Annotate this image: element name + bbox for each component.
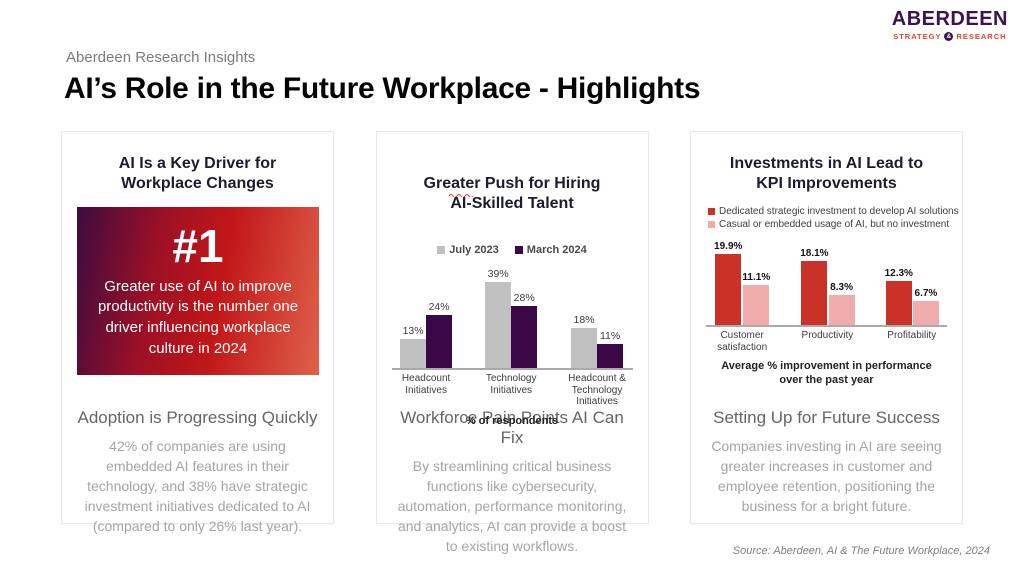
legend-label: Dedicated strategic investment to develo… [719, 206, 959, 217]
bar [801, 261, 828, 325]
page-title: AI’s Role in the Future Workplace - High… [64, 72, 701, 105]
card-subheading: Adoption is Progressing Quickly [77, 408, 318, 427]
legend-item: March 2024 [514, 244, 587, 256]
bar [885, 281, 912, 325]
report-series-label: Aberdeen Research Insights [66, 49, 256, 66]
bar [571, 328, 598, 368]
card-hiring-talent-top: Greater Push for Hiring AI-Skilled Talen… [391, 154, 633, 427]
bar [743, 285, 770, 325]
legend-swatch-icon [708, 221, 715, 228]
legend-swatch-icon [708, 208, 715, 215]
card-body-text: By streamlining critical business functi… [397, 458, 627, 554]
bar-group: 18.1% 8.3% Productivity [800, 240, 855, 342]
rank-description: Greater use of AI to improve productivit… [97, 277, 299, 357]
card-heading: Greater Push for Hiring AI-Skilled Talen… [392, 154, 633, 234]
kpi-bar-chart: 19.9% 11.1% Customer satisfaction 18.1% 8.3%… [706, 240, 947, 353]
bar [828, 295, 855, 325]
card-heading: Investments in AI Lead to KPI Improvemen… [729, 155, 924, 192]
bar-value-label: 11.1% [742, 272, 771, 283]
bar-value-label: 39% [487, 268, 509, 280]
category-label: Headcount Initiatives [401, 373, 451, 396]
bar-value-label: 13% [402, 325, 424, 337]
legend-label: July 2023 [449, 244, 499, 256]
card-heading-text: Greater Push for Hiring AI-Skilled Talen… [423, 175, 601, 212]
bar [912, 301, 939, 325]
bar-value-label: 6.7% [914, 288, 938, 299]
bar-value-label: 19.9% [714, 241, 743, 252]
card-kpi-improvements: Investments in AI Lead to KPI Improvemen… [690, 131, 963, 524]
spellcheck-squiggle-decoration [448, 194, 473, 197]
logo-tagline-strategy: STRATEGY [893, 32, 942, 41]
bar-value-label: 28% [513, 292, 535, 304]
cards-row: AI Is a Key Driver for Workplace Changes… [0, 131, 1024, 554]
chart-legend: July 2023 March 2024 [392, 244, 633, 256]
rank-highlight-box: #1 Greater use of AI to improve producti… [77, 207, 319, 375]
bar [715, 254, 742, 325]
card-kpi-improvements-top: Investments in AI Lead to KPI Improvemen… [706, 154, 959, 406]
category-label: Headcount & Technology Initiatives [568, 373, 626, 407]
bar [485, 282, 512, 368]
bar [426, 315, 453, 368]
x-axis-line [391, 368, 633, 370]
bar-value-label: 24% [428, 301, 450, 313]
legend-label: Casual or embedded usage of AI, but no i… [719, 219, 950, 230]
bar-value-label: 18.1% [800, 248, 829, 259]
x-axis-title: Average % improvement in performance ove… [721, 360, 932, 386]
card-body-text: 42% of companies are using embedded AI f… [84, 438, 311, 534]
category-label: Profitability [887, 330, 937, 341]
category-label: Customer satisfaction [717, 330, 768, 353]
source-citation: Source: Aberdeen, AI & The Future Workpl… [732, 545, 990, 557]
legend-swatch-icon [514, 246, 523, 254]
card-heading: AI Is a Key Driver for Workplace Changes [118, 155, 277, 192]
x-axis-title: % of respondents [465, 414, 559, 427]
bar-value-label: 12.3% [884, 268, 913, 279]
bar-value-label: 18% [573, 314, 595, 326]
card-subheading: Setting Up for Future Success [713, 408, 940, 427]
bar-value-label: 11% [599, 330, 621, 342]
category-label: Technology Initiatives [485, 373, 537, 396]
bar [597, 344, 624, 368]
card-key-driver-top: AI Is a Key Driver for Workplace Changes… [77, 154, 319, 406]
aberdeen-logo: ABERDEEN STRATEGY & RESEARCH [892, 9, 1008, 41]
card-key-driver: AI Is a Key Driver for Workplace Changes… [61, 131, 334, 534]
category-label: Productivity [801, 330, 854, 341]
card-body-text: Companies investing in AI are seeing gre… [711, 438, 942, 514]
hiring-bar-chart: 13% 24% Headcount Initiatives 39% 28% Technol… [391, 268, 633, 408]
bar-group: 19.9% 11.1% Customer satisfaction [714, 240, 770, 353]
chart-legend: Dedicated strategic investment to develo… [706, 206, 959, 230]
legend-item: Dedicated strategic investment to develo… [708, 206, 959, 217]
legend-swatch-icon [437, 246, 446, 254]
bar-group: 12.3% 6.7% Profitability [885, 240, 939, 342]
logo-wordmark: ABERDEEN [891, 8, 1008, 30]
x-axis-line [706, 325, 947, 327]
ampersand-badge-icon: & [944, 32, 954, 41]
card-subheading: Workforce Pain Points AI Can Fix [400, 408, 624, 447]
legend-label: March 2024 [526, 244, 587, 256]
bar [511, 306, 538, 368]
legend-item: July 2023 [437, 244, 499, 256]
bar-group: 39% 28% Technology Initiatives [476, 268, 547, 396]
legend-item: Casual or embedded usage of AI, but no i… [708, 219, 949, 230]
rank-number: #1 [172, 220, 224, 273]
bar-group: 18% 11% Headcount & Technology Initiatives [562, 268, 633, 408]
bar-group: 13% 24% Headcount Initiatives [392, 268, 461, 396]
logo-tagline-research: RESEARCH [956, 32, 1007, 41]
card-hiring-talent: Greater Push for Hiring AI-Skilled Talen… [375, 131, 649, 554]
bar-value-label: 8.3% [830, 282, 853, 293]
logo-tagline: STRATEGY & RESEARCH [892, 32, 1008, 41]
bar [400, 339, 427, 368]
